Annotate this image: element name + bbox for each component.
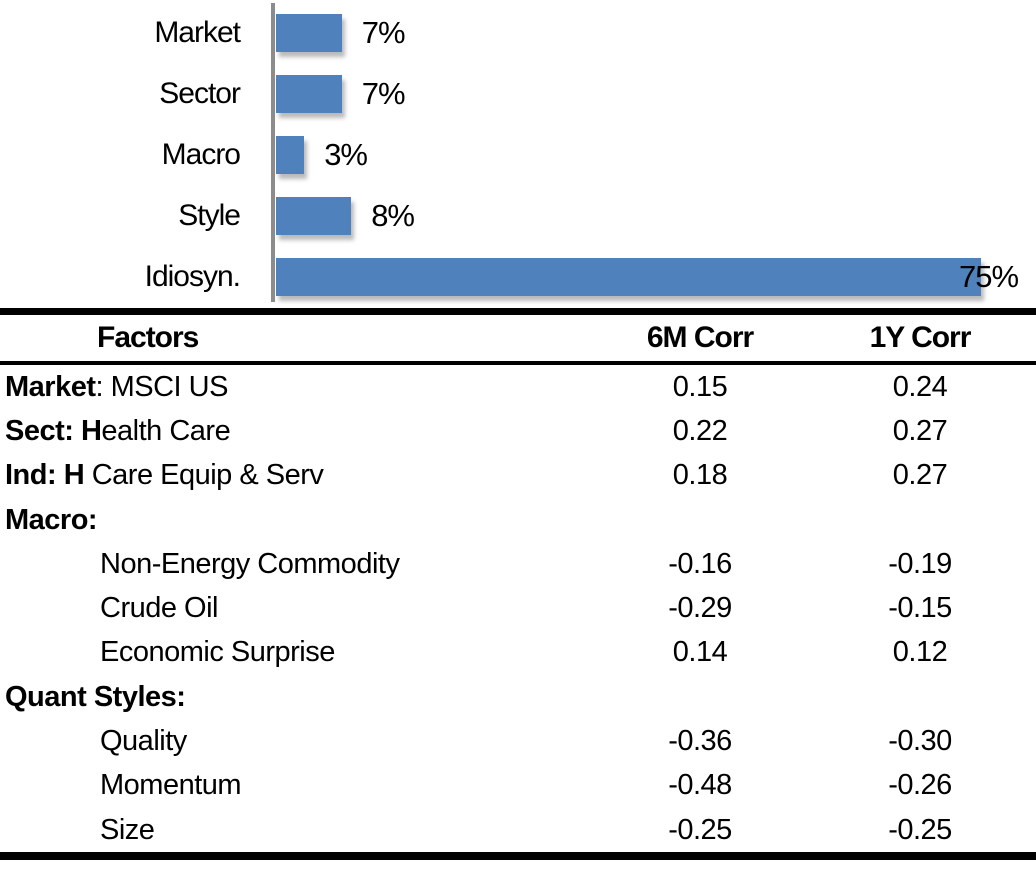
corr-1y-value: 0.27	[892, 414, 948, 447]
bar-chart-rows: Market 7% Sector 7% Macro 3% Style 8% Idiosyn. 75…	[0, 2, 1036, 307]
factor-label: Size	[100, 813, 155, 846]
table-row: Momentum -0.48 -0.26	[0, 764, 1036, 808]
category-label: Macro	[161, 137, 241, 171]
corr-1y-value: 0.24	[892, 370, 948, 403]
corr-1y-value: -0.30	[888, 725, 952, 758]
table-row: Quant Styles:	[0, 675, 1036, 719]
corr-6m-value: -0.25	[668, 813, 732, 846]
corr-6m-value: -0.36	[668, 725, 732, 758]
factor-label: Care Equip & Serv	[84, 459, 324, 492]
bar	[276, 257, 981, 296]
bar-value-label: 3%	[324, 136, 368, 172]
factor-cell: Momentum	[0, 769, 590, 802]
table-row: Non-Energy Commodity -0.16 -0.19	[0, 542, 1036, 586]
factor-cell: Ind: H Care Equip & Serv	[0, 459, 590, 492]
bar-value-label: 7%	[361, 75, 406, 111]
factor-label: Crude Oil	[100, 592, 219, 625]
bar-value-label: 8%	[371, 197, 415, 233]
category-label: Market	[154, 15, 241, 49]
factor-cell: Crude Oil	[0, 592, 590, 625]
table-header-row: Factors 6M Corr 1Y Corr	[0, 315, 1036, 365]
factor-cell: Economic Surprise	[0, 636, 590, 669]
bar-value-label: 7%	[361, 14, 406, 50]
corr-1y-value: -0.15	[888, 592, 952, 625]
factor-cell: Quality	[0, 725, 590, 758]
factor-contribution-bar-chart: Market 7% Sector 7% Macro 3% Style 8% Idiosyn. 75…	[0, 0, 1036, 308]
column-header-1y-corr: 1Y Corr	[869, 321, 972, 354]
factor-label: Economic Surprise	[100, 636, 335, 669]
bar-row: Market 7%	[0, 2, 1036, 63]
bar-row: Sector 7%	[0, 63, 1036, 124]
corr-6m-value: 0.14	[672, 636, 728, 669]
factor-label-bold: Macro:	[5, 503, 98, 536]
bar	[276, 13, 342, 52]
factor-label: : MSCI US	[95, 370, 229, 403]
factor-cell: Sect: Health Care	[0, 415, 590, 448]
category-label: Idiosyn.	[144, 259, 241, 293]
corr-6m-value: 0.18	[672, 459, 728, 492]
table-row: Size -0.25 -0.25	[0, 808, 1036, 852]
category-label: Sector	[159, 76, 241, 110]
bar-track: 8%	[276, 185, 1036, 246]
factor-label-bold: Quant Styles:	[5, 680, 186, 713]
table-body: Market: MSCI US 0.15 0.24 Sect: Health Care…	[0, 365, 1036, 852]
factor-label: Non-Energy Commodity	[100, 547, 400, 580]
corr-1y-value: -0.26	[888, 769, 952, 802]
bar-track: 7%	[276, 63, 1036, 124]
factor-cell: Quant Styles:	[0, 681, 590, 714]
corr-6m-value: -0.48	[668, 769, 732, 802]
bar	[276, 196, 352, 235]
factor-cell: Macro:	[0, 504, 590, 537]
factor-cell: Market: MSCI US	[0, 371, 590, 404]
factor-label-bold: Market	[5, 370, 96, 403]
factor-cell: Size	[0, 814, 590, 847]
factor-cell: Non-Energy Commodity	[0, 548, 590, 581]
factor-label-bold: Ind: H	[5, 459, 85, 492]
corr-6m-value: 0.15	[672, 370, 728, 403]
corr-1y-value: 0.12	[892, 636, 948, 669]
bar-row: Style 8%	[0, 185, 1036, 246]
table-row: Quality -0.36 -0.30	[0, 719, 1036, 763]
table-row: Sect: Health Care 0.22 0.27	[0, 409, 1036, 453]
factor-correlation-table: Factors 6M Corr 1Y Corr Market: MSCI US 0…	[0, 308, 1036, 861]
bar-track: 7%	[276, 2, 1036, 63]
y-axis-line	[271, 3, 275, 302]
corr-1y-value: 0.27	[892, 459, 948, 492]
factor-label-bold: Sect: H	[5, 414, 102, 447]
corr-1y-value: -0.25	[888, 813, 952, 846]
bar	[276, 135, 305, 174]
bar	[276, 74, 342, 113]
corr-6m-value: -0.29	[668, 592, 732, 625]
column-header-factors: Factors	[97, 321, 199, 354]
table-row: Macro:	[0, 498, 1036, 542]
table-row: Economic Surprise 0.14 0.12	[0, 631, 1036, 675]
table-row: Market: MSCI US 0.15 0.24	[0, 365, 1036, 409]
table-row: Ind: H Care Equip & Serv 0.18 0.27	[0, 454, 1036, 498]
corr-6m-value: 0.22	[672, 414, 728, 447]
bar-value-label: 75%	[959, 258, 1019, 294]
factor-label: Momentum	[100, 769, 242, 802]
bar-track: 75%	[276, 246, 1036, 307]
bar-track: 3%	[276, 124, 1036, 185]
bar-row: Idiosyn. 75%	[0, 246, 1036, 307]
table-row: Crude Oil -0.29 -0.15	[0, 586, 1036, 630]
column-header-6m-corr: 6M Corr	[646, 321, 754, 354]
corr-1y-value: -0.19	[888, 547, 952, 580]
factor-label: ealth Care	[101, 414, 231, 447]
category-label: Style	[178, 198, 241, 232]
factor-label: Quality	[100, 725, 187, 758]
corr-6m-value: -0.16	[668, 547, 732, 580]
bar-row: Macro 3%	[0, 124, 1036, 185]
